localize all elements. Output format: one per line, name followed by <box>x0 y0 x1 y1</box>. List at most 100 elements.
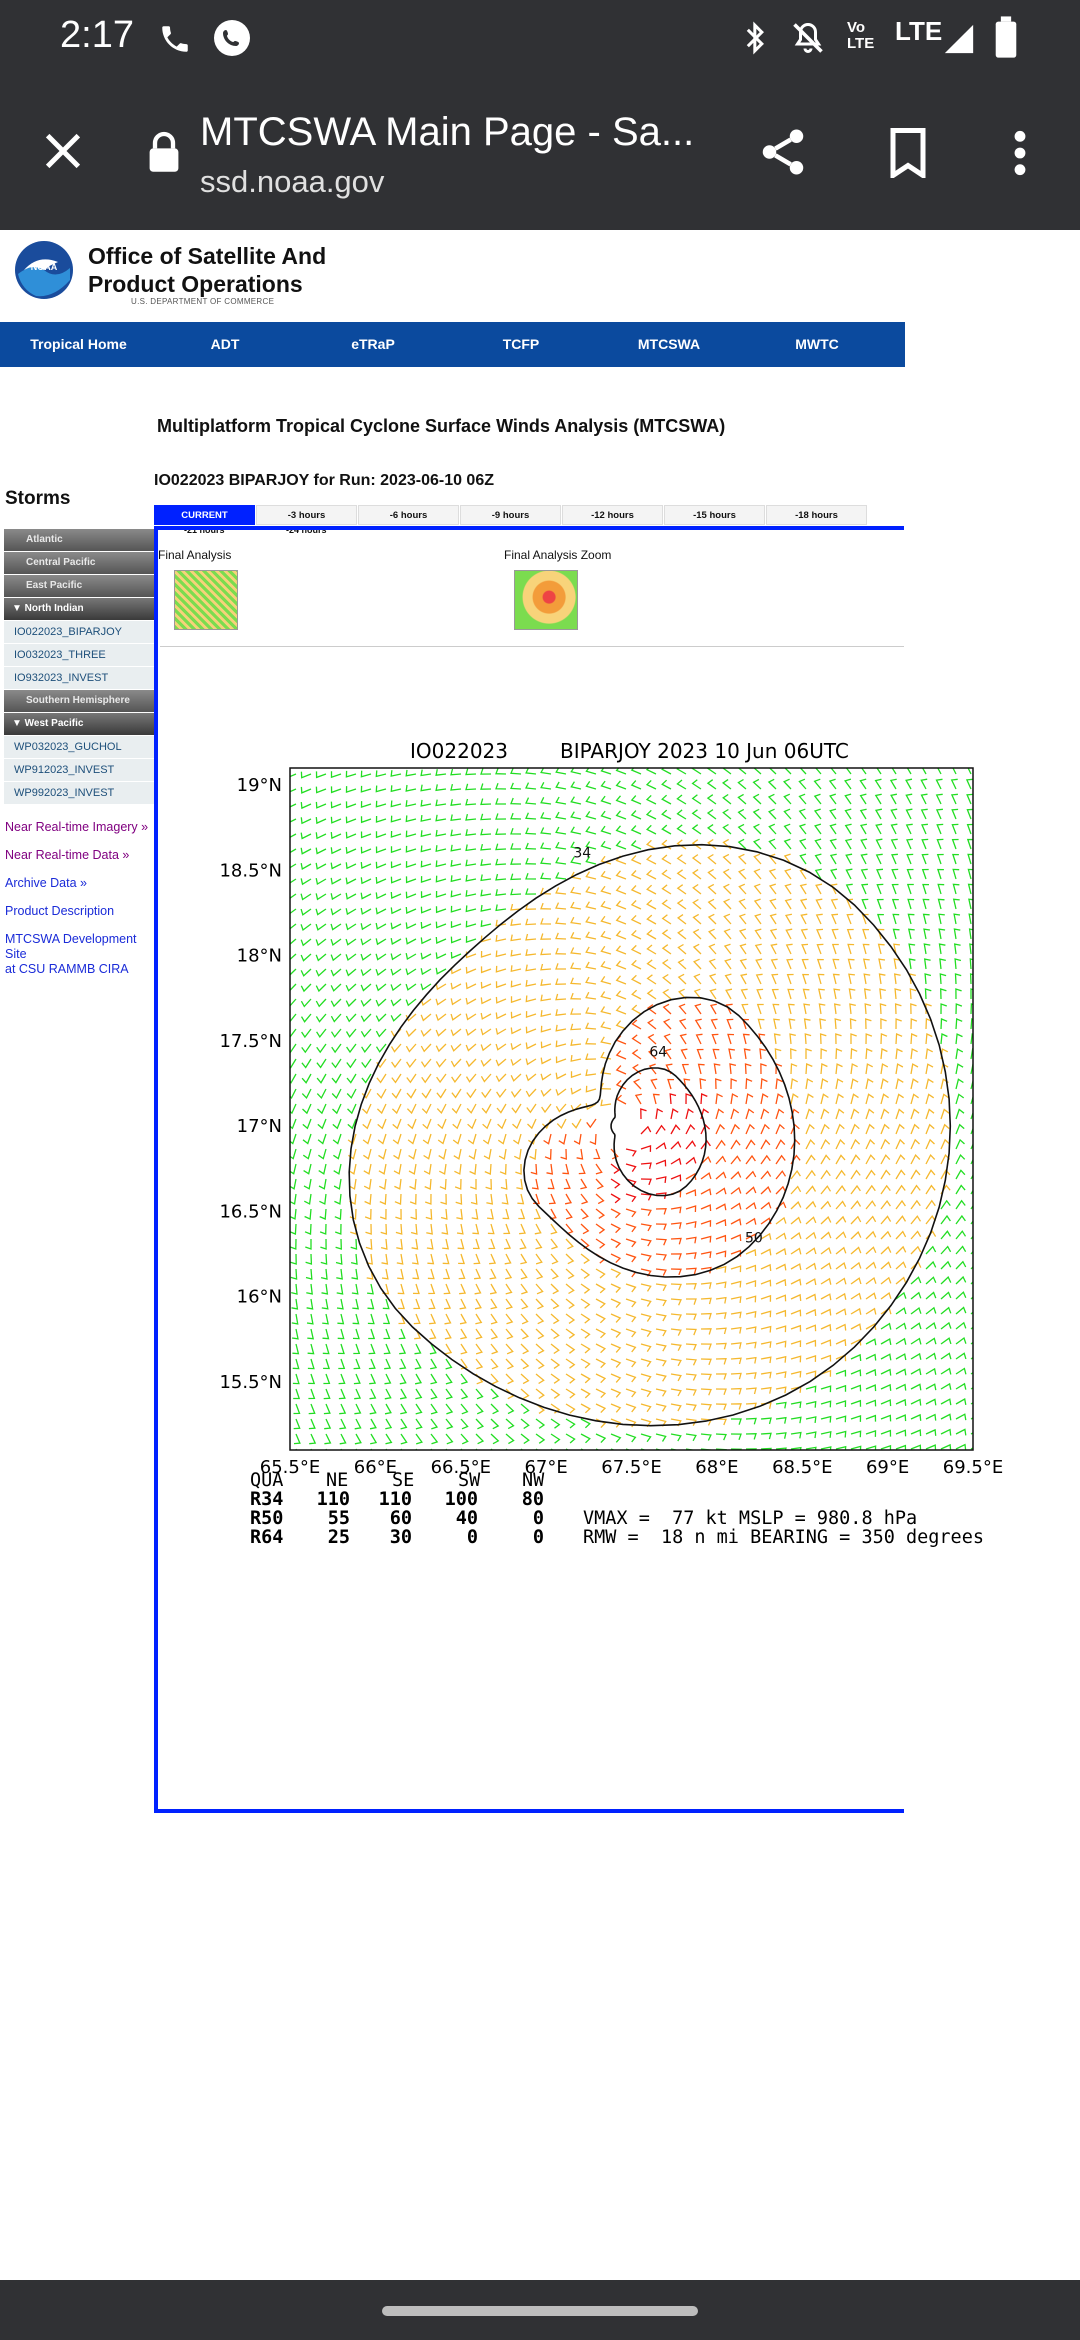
wind-barb <box>910 1398 922 1406</box>
tab-minus-12h[interactable]: -12 hours <box>562 505 663 525</box>
wind-barb <box>925 1184 936 1195</box>
wind-barb <box>970 1402 973 1405</box>
more-options-icon[interactable] <box>1008 128 1032 178</box>
wind-barb <box>910 1123 920 1135</box>
wind-barb <box>955 1199 966 1210</box>
wind-barb <box>955 1443 967 1450</box>
wind-barb <box>922 883 930 895</box>
nav-tcfp[interactable]: TCFP <box>502 336 540 352</box>
sidebar-atlantic[interactable]: Atlantic <box>4 529 154 551</box>
wind-barb <box>970 1189 973 1195</box>
browser-toolbar: MTCSWA Main Page - Sa... ssd.noaa.gov <box>0 76 1080 230</box>
sidebar-item-wp91-invest[interactable]: WP912023_INVEST <box>4 759 154 781</box>
wind-barb <box>952 868 960 880</box>
link-mtcswa-development-site[interactable]: MTCSWA Development Site <box>5 932 137 961</box>
wind-barb <box>936 853 944 865</box>
wind-barb <box>925 1444 937 1450</box>
wind-barb <box>940 1169 951 1180</box>
wind-barb <box>910 1291 922 1300</box>
link-near-real-time-data[interactable]: Near Real-time Data » <box>5 848 130 862</box>
wind-barb <box>921 823 928 835</box>
wind-barb <box>925 1245 937 1255</box>
sidebar-central-pacific[interactable]: Central Pacific <box>4 552 154 574</box>
link-csu-rammb-cira[interactable]: at CSU RAMMB CIRA <box>5 962 129 976</box>
tab-minus-9h[interactable]: -9 hours <box>460 505 561 525</box>
wind-barb <box>940 1214 951 1225</box>
tab-current[interactable]: CURRENT <box>154 505 255 525</box>
nav-mwtc[interactable]: MWTC <box>795 336 839 352</box>
wind-barb <box>937 883 945 895</box>
wind-barb <box>907 913 915 925</box>
final-analysis-zoom-label[interactable]: Final Analysis Zoom <box>504 548 612 562</box>
wind-barb <box>921 853 929 865</box>
signal-icon <box>944 24 974 54</box>
sidebar-item-io93-invest[interactable]: IO932023_INVEST <box>4 667 154 689</box>
wind-barb <box>925 1153 936 1165</box>
org-name-line2: Product Operations <box>88 271 303 297</box>
sidebar-east-pacific[interactable]: East Pacific <box>4 575 154 597</box>
wind-barb <box>970 1250 973 1255</box>
final-analysis-label[interactable]: Final Analysis <box>158 548 232 562</box>
tab-minus-24h[interactable]: -24 hours <box>286 525 327 535</box>
wind-barb <box>921 768 927 775</box>
wind-barb <box>910 1169 921 1180</box>
final-analysis-thumbnail[interactable] <box>174 570 238 630</box>
wind-barb <box>955 988 962 1000</box>
wind-barb <box>970 1158 973 1165</box>
tab-minus-6h[interactable]: -6 hours <box>358 505 459 525</box>
tab-minus-15h[interactable]: -15 hours <box>664 505 765 525</box>
sidebar-southern-hemisphere[interactable]: Southern Hemisphere <box>4 690 154 712</box>
wind-barb <box>955 1093 965 1105</box>
wind-barb <box>906 838 913 850</box>
link-product-description[interactable]: Product Description <box>5 904 115 918</box>
wind-barb <box>940 1306 952 1315</box>
storms-heading: Storms <box>5 488 71 509</box>
link-near-real-time-imagery[interactable]: Near Real-time Imagery » <box>5 820 149 834</box>
nav-mtcswa[interactable]: MTCSWA <box>637 336 701 352</box>
wind-barb <box>910 1352 922 1360</box>
wind-barb <box>925 1214 936 1225</box>
page-url[interactable]: ssd.noaa.gov <box>200 164 385 199</box>
tab-minus-18h[interactable]: -18 hours <box>766 505 867 525</box>
sidebar-item-three[interactable]: IO032023_THREE <box>4 644 154 666</box>
link-archive-data[interactable]: Archive Data » <box>5 876 87 890</box>
wind-barb <box>910 1033 918 1045</box>
final-analysis-zoom-thumbnail[interactable] <box>514 570 578 630</box>
wind-barb <box>955 1260 967 1270</box>
wind-barb <box>970 1063 973 1075</box>
nav-adt[interactable]: ADT <box>210 336 240 352</box>
close-icon[interactable] <box>40 128 86 174</box>
wind-barb <box>910 1003 917 1015</box>
share-icon[interactable] <box>756 124 810 180</box>
wind-barb <box>925 1428 937 1436</box>
wind-barb <box>955 1003 963 1015</box>
nav-tropical-home[interactable]: Tropical Home <box>30 336 127 352</box>
sidebar-item-wp99-invest[interactable]: WP992023_INVEST <box>4 782 154 804</box>
wind-barb <box>925 1413 937 1421</box>
home-gesture-bar[interactable] <box>382 2306 698 2316</box>
tab-minus-21h[interactable]: -21 hours <box>184 525 225 535</box>
noaa-logo[interactable]: NOAA <box>14 240 74 300</box>
wind-barb <box>970 1326 973 1330</box>
lock-icon[interactable] <box>146 130 182 174</box>
wind-barb <box>940 1063 949 1075</box>
bookmark-icon[interactable] <box>888 128 928 178</box>
sidebar-item-biparjoy[interactable]: IO022023_BIPARJOY <box>4 621 154 643</box>
wind-barb <box>936 868 944 880</box>
sidebar-item-guchol[interactable]: WP032023_GUCHOL <box>4 736 154 758</box>
noaa-logo-text: NOAA <box>31 262 58 272</box>
page-title[interactable]: MTCSWA Main Page - Sa... <box>200 110 695 154</box>
wind-barb <box>925 1383 937 1391</box>
nav-etrap[interactable]: eTRaP <box>351 336 395 352</box>
wind-barb <box>920 793 928 805</box>
wind-barb <box>925 1169 936 1180</box>
wind-barb <box>969 943 973 955</box>
tab-minus-3h[interactable]: -3 hours <box>256 505 357 525</box>
wind-barb <box>955 1123 965 1135</box>
system-nav-bar <box>0 2280 1080 2340</box>
wind-barb <box>955 1108 965 1120</box>
wind-barb <box>905 823 913 835</box>
sidebar-west-pacific[interactable]: ▼ West Pacific <box>4 713 154 735</box>
wind-barb <box>955 1397 967 1406</box>
sidebar-north-indian[interactable]: ▼ North Indian <box>4 598 154 620</box>
